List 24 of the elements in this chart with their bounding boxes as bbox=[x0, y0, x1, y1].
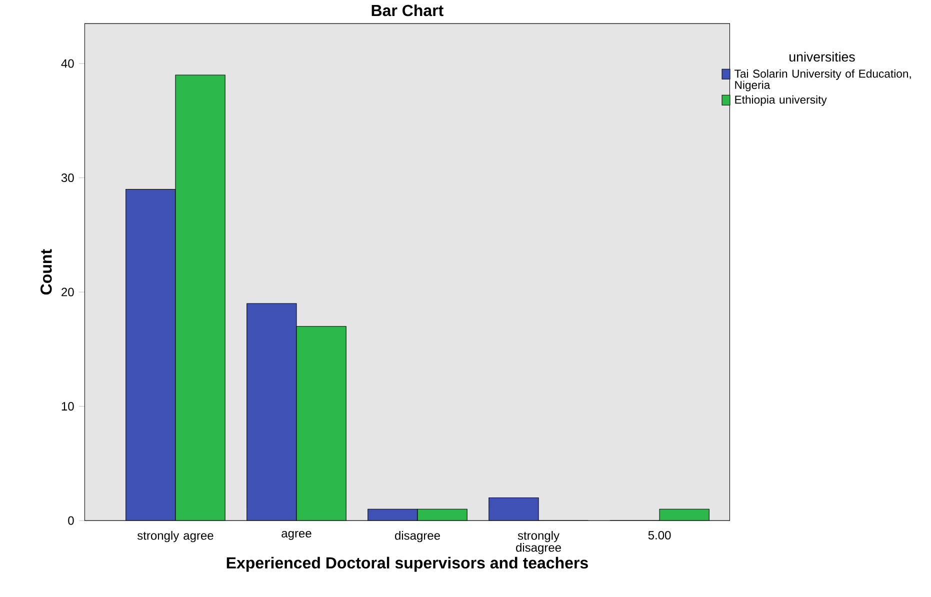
legend-label: Ethiopia university bbox=[735, 95, 827, 106]
x-tick-label: strongly agree bbox=[137, 530, 214, 542]
bar bbox=[246, 303, 296, 521]
bar bbox=[488, 498, 539, 521]
y-tick-label: 0 bbox=[68, 516, 74, 525]
y-tick-label: 10 bbox=[62, 402, 74, 411]
chart-title: Bar Chart bbox=[372, 4, 444, 16]
y-axis-title: Count bbox=[40, 249, 52, 294]
legend-label: Tai Solarin University of Education, Nigeria bbox=[734, 69, 911, 92]
bar bbox=[296, 326, 346, 521]
x-tick-label: agree bbox=[282, 530, 312, 540]
y-tick-label: 20 bbox=[62, 288, 74, 296]
bar bbox=[418, 509, 468, 521]
x-axis-title: Experienced Doctoral supervisors and teachers bbox=[226, 556, 588, 572]
bar bbox=[175, 74, 226, 521]
x-tick-label: 5.00 bbox=[648, 530, 671, 540]
bar bbox=[659, 508, 710, 521]
bar bbox=[368, 509, 418, 521]
y-tick-label: 30 bbox=[61, 174, 74, 182]
bar bbox=[126, 189, 176, 521]
y-tick-label: 40 bbox=[61, 59, 74, 68]
legend-title: universities bbox=[790, 52, 855, 62]
x-tick-label: disagree bbox=[394, 530, 440, 542]
x-tick-label: strongly disagree bbox=[516, 530, 561, 554]
